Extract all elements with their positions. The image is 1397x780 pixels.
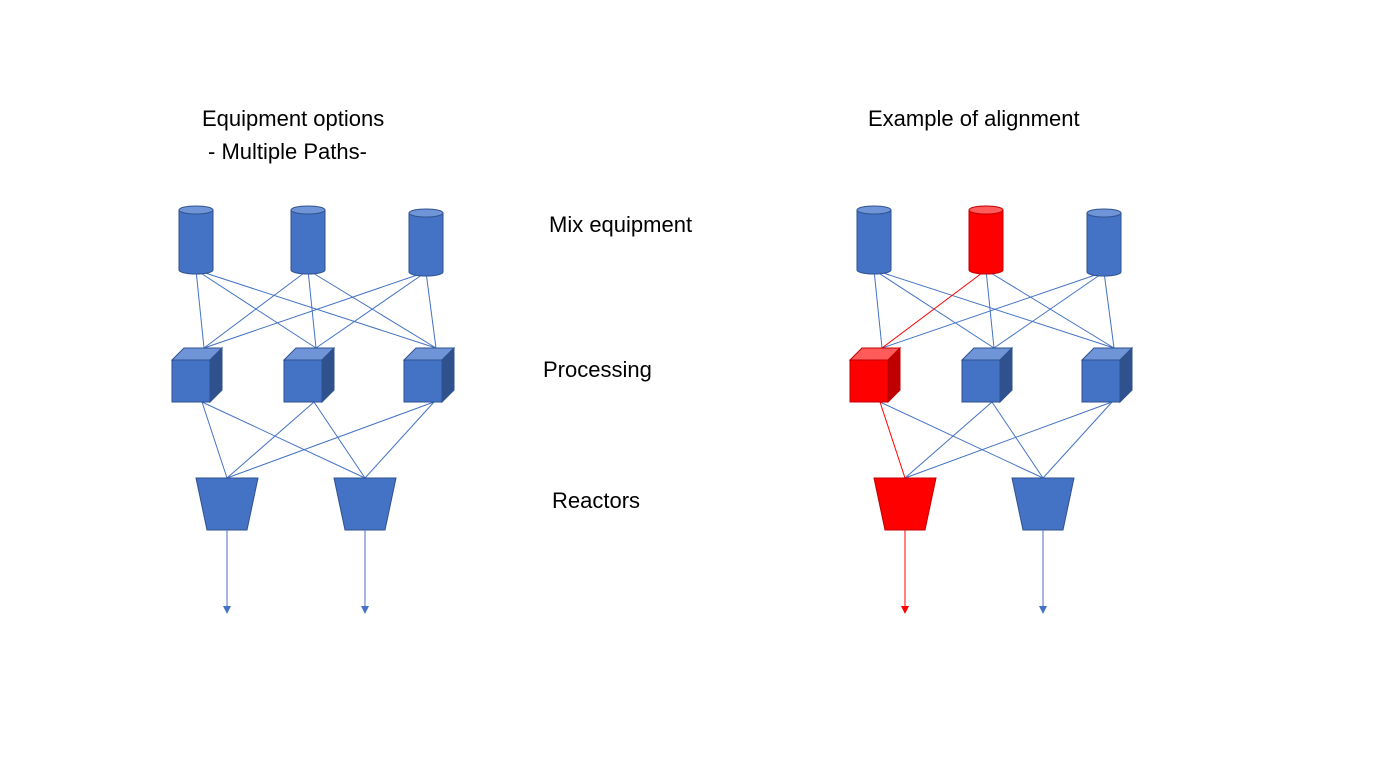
output-arrowhead: [361, 606, 369, 614]
right-title: Example of alignment: [868, 106, 1080, 131]
tank-top: [290, 205, 326, 215]
processing-to-reactor-line: [201, 401, 366, 479]
processing-to-reactor-line: [201, 401, 228, 479]
cube-front: [283, 359, 323, 403]
output-arrowhead: [223, 606, 231, 614]
processing-to-reactor-line: [226, 401, 435, 479]
processing-to-reactor-line: [879, 401, 906, 479]
reactor-icon: [873, 477, 937, 614]
stage-label-processing: Processing: [543, 357, 652, 382]
reactor-icon: [1011, 477, 1075, 614]
tank-top: [178, 205, 214, 215]
equipment-shapes: [170, 205, 456, 614]
mix-to-processing-line: [873, 269, 883, 349]
reactor-body: [1011, 477, 1075, 531]
stage-label-reactors: Reactors: [552, 488, 641, 513]
left-subtitle: - Multiple Paths-: [208, 139, 367, 164]
cube-front: [849, 359, 889, 403]
reactor-icon: [195, 477, 259, 614]
mix-to-processing-line: [307, 269, 317, 349]
mix-to-processing-line: [425, 271, 437, 349]
equipment-shapes: [848, 205, 1134, 614]
tank-top: [856, 205, 892, 215]
reactor-icon: [333, 477, 397, 614]
reactor-body: [333, 477, 397, 531]
processing-to-reactor-line: [904, 401, 993, 479]
processing-unit-icon: [402, 346, 456, 404]
processing-to-reactor-line: [991, 401, 1044, 479]
tank-body: [408, 212, 444, 277]
processing-unit-icon: [848, 346, 902, 404]
reactor-body: [195, 477, 259, 531]
tank-body: [290, 209, 326, 275]
mix-tank-icon: [1086, 208, 1122, 277]
processing-unit-icon: [960, 346, 1014, 404]
mix-to-processing-line: [195, 269, 437, 349]
mix-to-processing-line: [195, 269, 205, 349]
mix-to-processing-line: [993, 271, 1105, 349]
mix-to-processing-line: [881, 269, 987, 349]
output-arrowhead: [901, 606, 909, 614]
mix-to-processing-line: [985, 269, 995, 349]
tank-body: [968, 209, 1004, 275]
reactor-body: [873, 477, 937, 531]
processing-to-reactor-line: [1042, 401, 1113, 479]
tank-body: [856, 209, 892, 275]
cube-front: [1081, 359, 1121, 403]
processing-to-reactor-line: [364, 401, 435, 479]
mix-tank-icon: [290, 205, 326, 275]
left-diagram-multiple-paths: [170, 205, 456, 614]
processing-to-reactor-line: [879, 401, 1044, 479]
mix-to-processing-line: [203, 269, 309, 349]
tank-top: [1086, 208, 1122, 218]
processing-to-reactor-line: [313, 401, 366, 479]
mix-tank-icon: [968, 205, 1004, 275]
stage-label-mix: Mix equipment: [549, 212, 693, 237]
tank-top: [408, 208, 444, 218]
tank-body: [178, 209, 214, 275]
processing-to-reactor-line: [904, 401, 1113, 479]
processing-unit-icon: [170, 346, 224, 404]
mix-to-processing-line: [881, 271, 1105, 349]
mix-to-processing-line: [315, 271, 427, 349]
left-title: Equipment options: [202, 106, 385, 131]
mix-tank-icon: [178, 205, 214, 275]
connector-lines: [195, 269, 437, 479]
mix-tank-icon: [856, 205, 892, 275]
cube-front: [961, 359, 1001, 403]
tank-body: [1086, 212, 1122, 277]
cube-front: [403, 359, 443, 403]
output-arrowhead: [1039, 606, 1047, 614]
processing-to-reactor-line: [226, 401, 315, 479]
tank-top: [968, 205, 1004, 215]
cube-front: [171, 359, 211, 403]
mix-tank-icon: [408, 208, 444, 277]
processing-unit-icon: [1080, 346, 1134, 404]
mix-to-processing-line: [873, 269, 1115, 349]
mix-to-processing-line: [203, 271, 427, 349]
processing-unit-icon: [282, 346, 336, 404]
right-diagram-alignment-example: [848, 205, 1134, 614]
connector-lines: [873, 269, 1115, 479]
mix-to-processing-line: [1103, 271, 1115, 349]
